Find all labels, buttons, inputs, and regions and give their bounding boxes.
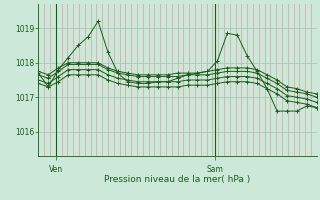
X-axis label: Pression niveau de la mer( hPa ): Pression niveau de la mer( hPa ) — [104, 175, 251, 184]
